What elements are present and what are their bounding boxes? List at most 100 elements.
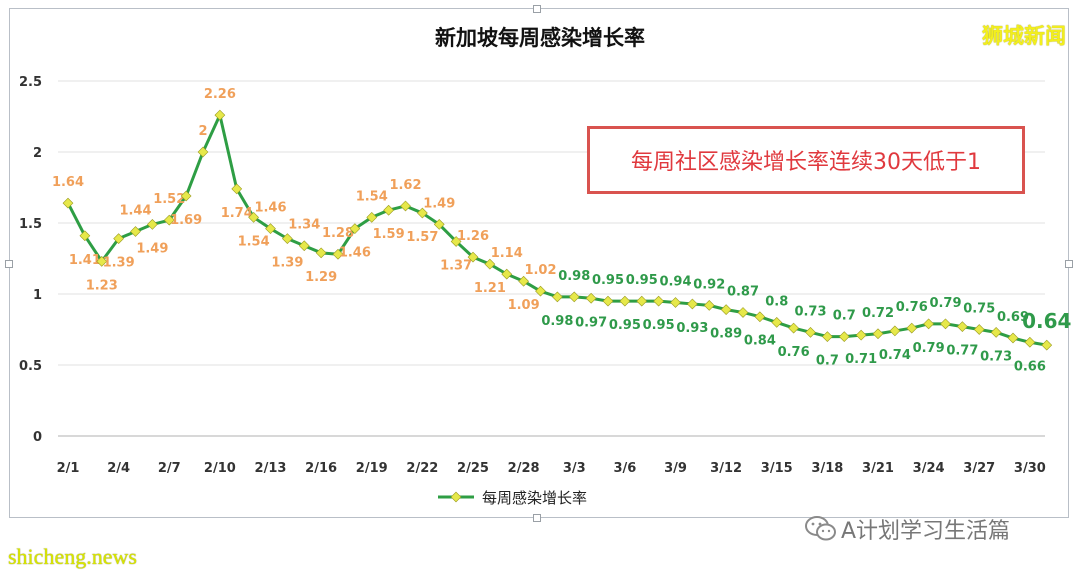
data-label: 1.14	[491, 246, 523, 261]
y-tick-label: 0.5	[19, 359, 42, 374]
data-point	[265, 223, 276, 235]
data-point	[670, 297, 681, 308]
data-label: 1.26	[457, 229, 489, 244]
y-tick-label: 2	[33, 146, 42, 161]
data-label: 0.89	[710, 327, 742, 342]
data-label: 1.59	[373, 227, 405, 242]
data-label: 1.46	[254, 201, 286, 216]
x-tick-label: 2/7	[158, 461, 181, 476]
data-point	[298, 240, 310, 252]
data-label: 0.98	[541, 314, 573, 329]
data-label: 0.87	[727, 284, 759, 299]
data-point	[417, 207, 428, 219]
data-label: 1.49	[136, 241, 168, 256]
wechat-icon	[805, 516, 836, 541]
data-label: 0.95	[592, 273, 624, 288]
data-label: 0.74	[879, 348, 911, 363]
x-tick-label: 2/16	[305, 461, 337, 476]
callout-box: 每周社区感染增长率连续30天低于1	[587, 126, 1025, 194]
wechat-account-name: A计划学习生活篇	[841, 519, 1011, 544]
data-point	[197, 146, 209, 158]
data-point	[1041, 339, 1053, 351]
x-tick-label: 2/10	[204, 461, 236, 476]
data-point	[113, 233, 124, 244]
resize-handle-bottom[interactable]	[533, 514, 541, 522]
data-point	[788, 322, 799, 334]
data-label: 0.64	[1022, 309, 1071, 333]
x-tick-label: 2/25	[457, 461, 489, 476]
data-label: 0.95	[609, 318, 641, 333]
data-label: 1.37	[440, 258, 472, 273]
data-label: 0.95	[643, 318, 675, 333]
data-point	[568, 291, 580, 303]
data-point	[636, 295, 648, 307]
x-tick-label: 3/3	[563, 461, 586, 476]
data-label: 1.46	[339, 246, 371, 261]
data-point	[653, 295, 664, 307]
data-label: 1.44	[119, 204, 151, 219]
data-label: 1.23	[86, 278, 118, 293]
data-point	[366, 211, 378, 223]
data-label: 1.62	[389, 178, 421, 193]
resize-handle-right[interactable]	[1065, 260, 1073, 268]
data-label: 1.29	[305, 270, 337, 285]
data-label: 1.52	[153, 192, 185, 207]
data-point	[501, 268, 513, 280]
data-label: 1.49	[423, 196, 455, 211]
data-point	[838, 331, 850, 342]
data-label: 0.66	[1014, 359, 1046, 374]
x-tick-label: 2/1	[57, 461, 80, 476]
x-tick-label: 3/27	[963, 461, 995, 476]
data-point	[96, 255, 108, 267]
data-label: 0.8	[765, 294, 788, 309]
data-point	[585, 292, 597, 304]
data-point	[552, 291, 563, 303]
data-point	[147, 219, 158, 230]
data-point	[400, 200, 411, 212]
data-point	[754, 311, 766, 323]
y-tick-label: 2.5	[19, 75, 42, 90]
data-point	[973, 324, 985, 335]
data-point	[855, 329, 867, 341]
data-point	[433, 219, 445, 230]
y-tick-label: 0	[33, 430, 42, 445]
x-tick-label: 3/18	[811, 461, 843, 476]
x-tick-label: 3/6	[613, 461, 636, 476]
data-point	[602, 295, 614, 307]
data-label: 1.34	[288, 218, 320, 233]
data-point	[383, 204, 394, 216]
chart-title: 新加坡每周感染增长率	[435, 26, 645, 50]
data-label: 1.54	[238, 234, 270, 249]
data-label: 1.57	[406, 230, 438, 245]
data-point	[906, 322, 918, 334]
data-label: 2	[198, 124, 207, 139]
data-label: 1.69	[170, 213, 202, 228]
source-watermark: shicheng.news	[8, 544, 137, 569]
data-label: 1.39	[103, 256, 135, 271]
data-point	[163, 214, 175, 226]
data-point	[484, 258, 496, 270]
resize-handle-left[interactable]	[5, 260, 13, 268]
x-tick-label: 3/30	[1014, 461, 1046, 476]
data-point	[332, 248, 344, 260]
data-label: 0.79	[913, 341, 945, 356]
chart-frame	[9, 8, 1069, 518]
data-point	[703, 299, 715, 311]
data-label: 1.64	[52, 175, 84, 190]
data-point	[923, 318, 934, 330]
data-label: 0.95	[626, 273, 658, 288]
data-point	[1024, 336, 1036, 348]
data-point	[130, 226, 141, 237]
data-label: 0.73	[980, 349, 1012, 364]
data-point	[889, 325, 901, 337]
data-label: 0.73	[794, 304, 826, 319]
data-label: 1.39	[271, 256, 303, 271]
data-label: 0.94	[659, 275, 691, 290]
x-tick-label: 3/9	[664, 461, 687, 476]
resize-handle-top[interactable]	[533, 5, 541, 13]
data-label: 0.71	[845, 352, 877, 367]
data-label: 0.7	[833, 309, 856, 324]
data-point	[467, 251, 479, 263]
data-point	[805, 326, 816, 338]
